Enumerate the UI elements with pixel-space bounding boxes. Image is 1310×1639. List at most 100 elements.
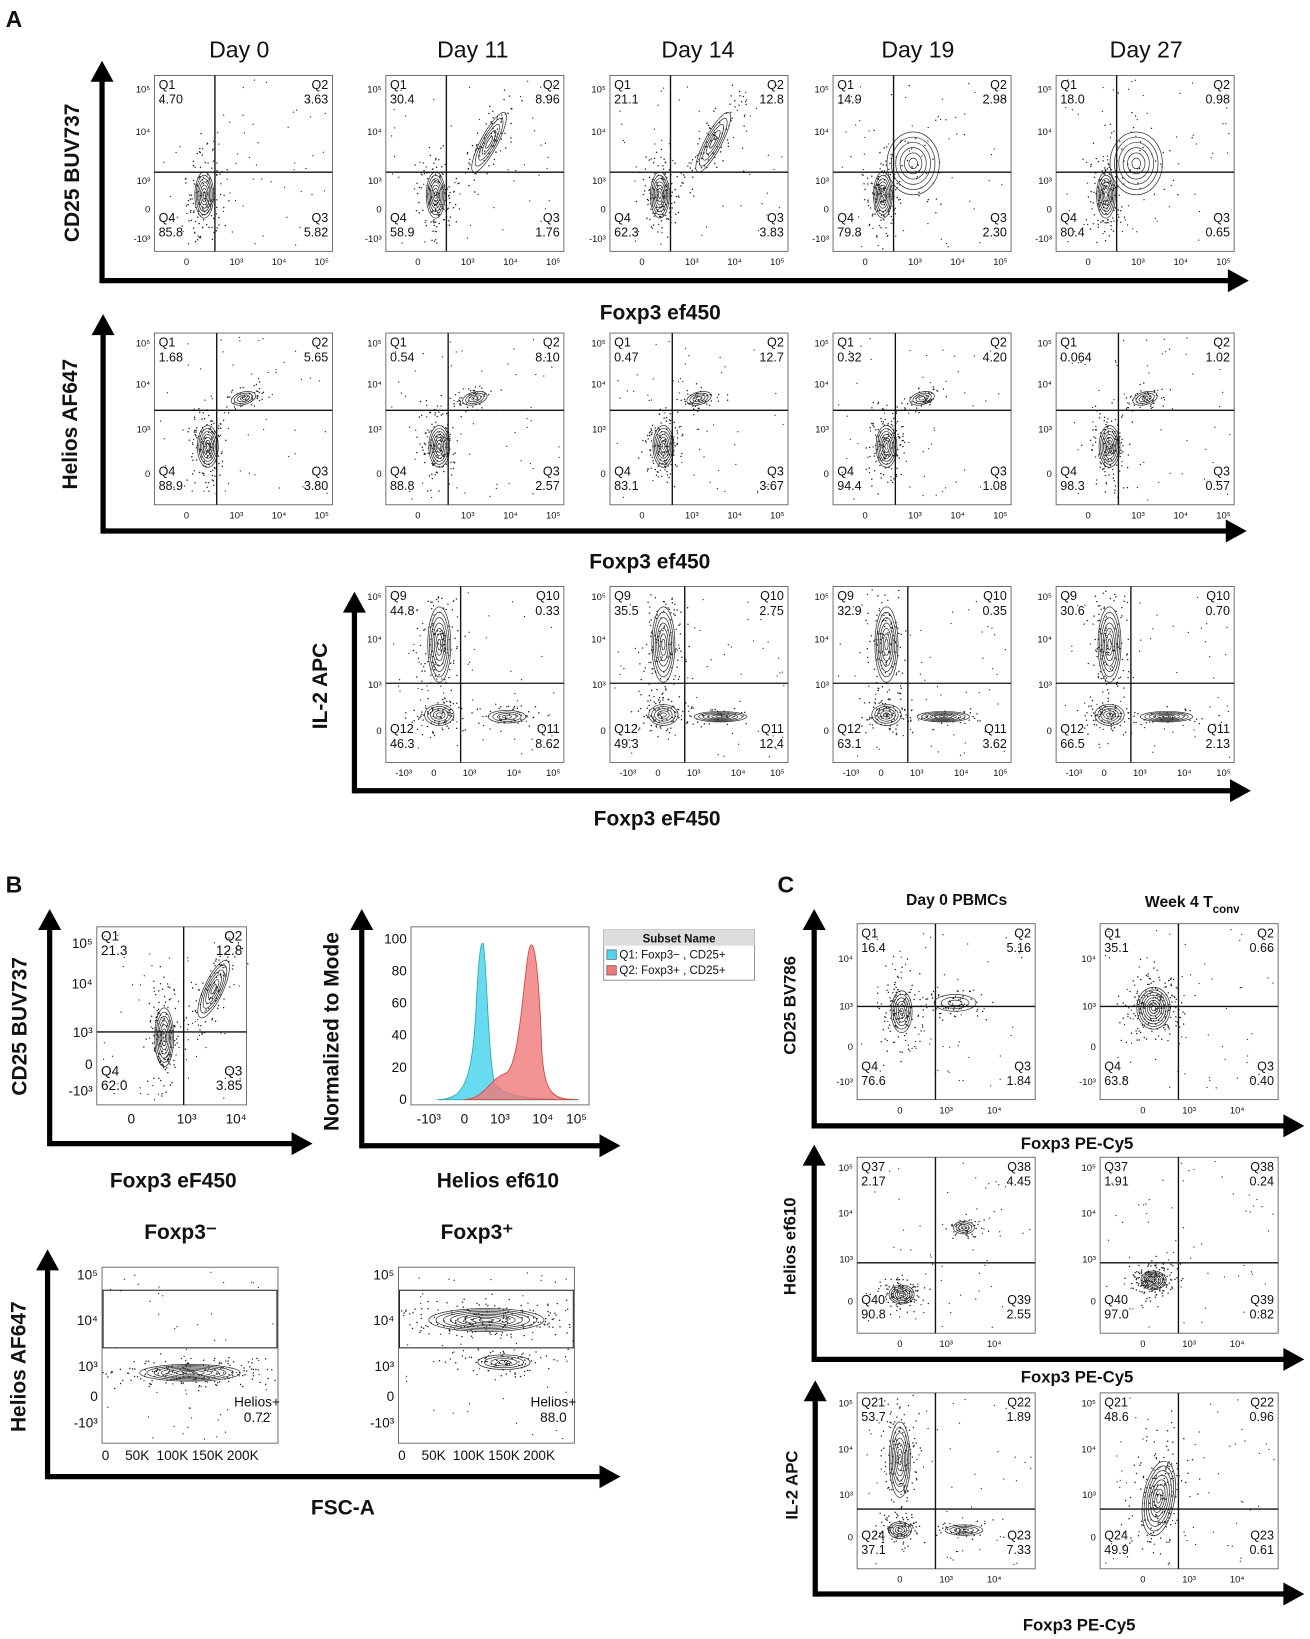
event-dot: [483, 393, 486, 395]
event-dot: [426, 490, 429, 492]
event-dot: [838, 344, 840, 346]
quadrant-name: Q9: [390, 589, 407, 603]
event-dot: [449, 433, 451, 436]
event-dot: [677, 411, 679, 413]
event-dot: [425, 219, 427, 222]
event-dot: [453, 405, 456, 407]
event-dot: [470, 1335, 473, 1337]
event-dot: [189, 1407, 191, 1409]
quadrant-value: 0.064: [1060, 350, 1091, 364]
event-dot: [452, 467, 455, 470]
event-dot: [709, 127, 712, 130]
event-dot: [203, 474, 205, 476]
event-dot: [547, 715, 549, 717]
event-dot: [408, 1313, 411, 1315]
event-dot: [153, 990, 155, 992]
event-dot: [216, 206, 218, 209]
event-dot: [218, 462, 220, 465]
event-dot: [1175, 136, 1178, 138]
event-dot: [744, 100, 747, 103]
event-dot: [683, 176, 686, 178]
event-dot: [873, 470, 876, 472]
event-dot: [547, 156, 549, 158]
event-dot: [180, 1382, 183, 1385]
event-dot: [663, 417, 665, 419]
event-dot: [886, 691, 889, 693]
event-dot: [1104, 186, 1107, 188]
event-dot: [417, 747, 419, 749]
quadrant-value: 62.0: [101, 1078, 128, 1093]
event-dot: [1119, 140, 1121, 143]
plot-frame: [832, 332, 1012, 506]
contour-ring: [1114, 136, 1159, 190]
event-dot: [950, 622, 952, 625]
event-dot: [1171, 408, 1173, 410]
event-dot: [1115, 361, 1117, 363]
quadrant-name: Q3: [767, 464, 784, 478]
event-dot: [1140, 723, 1142, 726]
event-dot: [433, 224, 436, 227]
event-dot: [895, 672, 898, 674]
event-dot: [1086, 619, 1089, 622]
event-dot: [432, 168, 434, 170]
event-dot: [898, 436, 901, 438]
event-dot: [413, 188, 416, 190]
event-dot: [1137, 182, 1139, 184]
event-dot: [469, 453, 471, 455]
contour-ring: [1118, 142, 1155, 185]
event-dot: [454, 203, 457, 206]
event-dot: [228, 200, 230, 202]
event-dot: [532, 339, 535, 341]
event-dot: [456, 674, 458, 677]
event-dot: [959, 754, 962, 757]
event-dot: [904, 407, 906, 409]
event-dot: [955, 116, 957, 118]
event-dot: [656, 184, 659, 186]
event-dot: [1153, 193, 1156, 196]
event-dot: [435, 221, 437, 223]
event-dot: [745, 130, 748, 132]
event-dot: [212, 140, 214, 142]
event-dot: [166, 983, 169, 985]
event-dot: [740, 673, 742, 675]
event-dot: [441, 728, 444, 731]
event-dot: [745, 722, 747, 725]
event-dot: [449, 341, 451, 343]
event-dot: [766, 485, 768, 488]
event-dot: [876, 236, 878, 238]
event-dot: [300, 190, 302, 193]
event-dot: [781, 671, 783, 673]
event-dot: [195, 1381, 197, 1384]
event-dot: [1109, 123, 1111, 126]
event-dot: [1123, 340, 1125, 342]
event-dot: [205, 1046, 207, 1049]
event-dot: [440, 414, 442, 416]
event-dot: [220, 452, 223, 455]
x-tick-label: 10⁴: [272, 509, 287, 520]
event-dot: [213, 484, 215, 487]
event-dot: [432, 731, 434, 734]
y-tick-label: 0: [824, 725, 829, 736]
event-dot: [932, 720, 934, 723]
event-dot: [544, 142, 546, 145]
event-dot: [1121, 230, 1124, 232]
event-dot: [675, 195, 678, 198]
event-dot: [889, 193, 891, 196]
event-dot: [902, 435, 904, 438]
event-dot: [232, 1374, 234, 1377]
event-dot: [460, 415, 462, 418]
event-dot: [186, 479, 188, 481]
plot-frame: [832, 74, 1012, 252]
event-dot: [416, 715, 419, 718]
quadrant-value: 79.8: [837, 226, 861, 240]
event-dot: [717, 393, 720, 396]
event-dot: [865, 619, 867, 622]
event-dot: [669, 413, 671, 415]
event-dot: [405, 1309, 407, 1311]
event-dot: [186, 1028, 189, 1031]
event-dot: [662, 629, 664, 632]
event-dot: [705, 403, 708, 405]
contour-ring: [881, 191, 885, 199]
event-dot: [895, 732, 898, 734]
event-dot: [1105, 185, 1108, 188]
